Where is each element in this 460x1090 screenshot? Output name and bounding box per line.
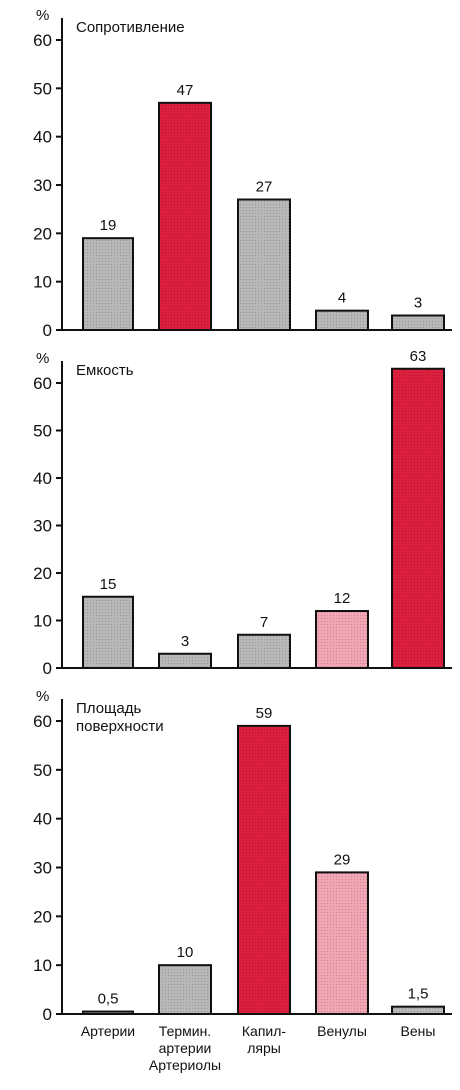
- bar-texture: [159, 965, 211, 1014]
- y-tick-label: 30: [33, 859, 52, 878]
- bar-value-label: 7: [260, 614, 268, 631]
- bar-value-label: 27: [256, 179, 273, 196]
- bar-texture: [316, 872, 368, 1014]
- panel-title: поверхности: [76, 718, 164, 735]
- bar-value-label: 3: [181, 633, 189, 650]
- bar-texture: [238, 199, 290, 330]
- y-tick-label: 10: [33, 956, 52, 975]
- bar-texture: [392, 368, 444, 668]
- category-label: Термин.: [159, 1023, 211, 1039]
- bar-texture: [83, 238, 133, 330]
- bar-value-label: 63: [410, 348, 427, 365]
- y-tick-label: 60: [33, 374, 52, 393]
- y-tick-label: 60: [33, 31, 52, 50]
- y-tick-label: 40: [33, 469, 52, 488]
- y-tick-label: 20: [33, 564, 52, 583]
- bar-texture: [83, 1011, 133, 1014]
- y-tick-label: 50: [33, 79, 52, 98]
- bar-texture: [159, 102, 211, 330]
- bar-value-label: 4: [338, 290, 346, 307]
- bar-texture: [159, 653, 211, 668]
- y-tick-label: 20: [33, 907, 52, 926]
- y-tick-label: 10: [33, 273, 52, 292]
- bar-texture: [392, 315, 444, 330]
- bar-value-label: 1,5: [408, 986, 429, 1003]
- bar-value-label: 12: [334, 590, 351, 607]
- y-tick-label: 40: [33, 810, 52, 829]
- y-tick-label: 20: [33, 224, 52, 243]
- bar-texture: [392, 1006, 444, 1014]
- bar-texture: [238, 725, 290, 1014]
- category-label: ляры: [247, 1040, 281, 1056]
- y-unit-label: %: [36, 7, 49, 24]
- bar-texture: [83, 596, 133, 668]
- y-tick-label: 30: [33, 517, 52, 536]
- y-unit-label: %: [36, 350, 49, 367]
- bar-value-label: 15: [100, 576, 117, 593]
- category-label: Венулы: [317, 1023, 367, 1039]
- y-tick-label: 50: [33, 422, 52, 441]
- category-label: Капил-: [242, 1023, 287, 1039]
- bar-value-label: 10: [177, 944, 194, 961]
- y-unit-label: %: [36, 688, 49, 705]
- panel-title: Сопротивление: [76, 19, 185, 36]
- category-label: Артерии: [81, 1023, 135, 1039]
- panel-title: Площадь: [76, 700, 141, 717]
- y-tick-label: 10: [33, 612, 52, 631]
- category-label: Артериолы: [149, 1057, 221, 1073]
- category-label: артерии: [159, 1040, 212, 1056]
- bar-value-label: 3: [414, 295, 422, 312]
- bar-value-label: 0,5: [98, 991, 119, 1008]
- bar-value-label: 59: [256, 705, 273, 722]
- bar-value-label: 19: [100, 217, 117, 234]
- y-tick-label: 0: [43, 1005, 52, 1024]
- bar-texture: [238, 634, 290, 668]
- category-label: Вены: [401, 1023, 436, 1039]
- bar-value-label: 29: [334, 851, 351, 868]
- panel-title: Емкость: [76, 362, 134, 379]
- y-tick-label: 0: [43, 321, 52, 340]
- y-tick-label: 50: [33, 761, 52, 780]
- bar-texture: [316, 611, 368, 668]
- y-tick-label: 60: [33, 712, 52, 731]
- bar-value-label: 47: [177, 82, 194, 99]
- y-tick-label: 40: [33, 128, 52, 147]
- y-tick-label: 30: [33, 176, 52, 195]
- y-tick-label: 0: [43, 659, 52, 678]
- bar-texture: [316, 310, 368, 330]
